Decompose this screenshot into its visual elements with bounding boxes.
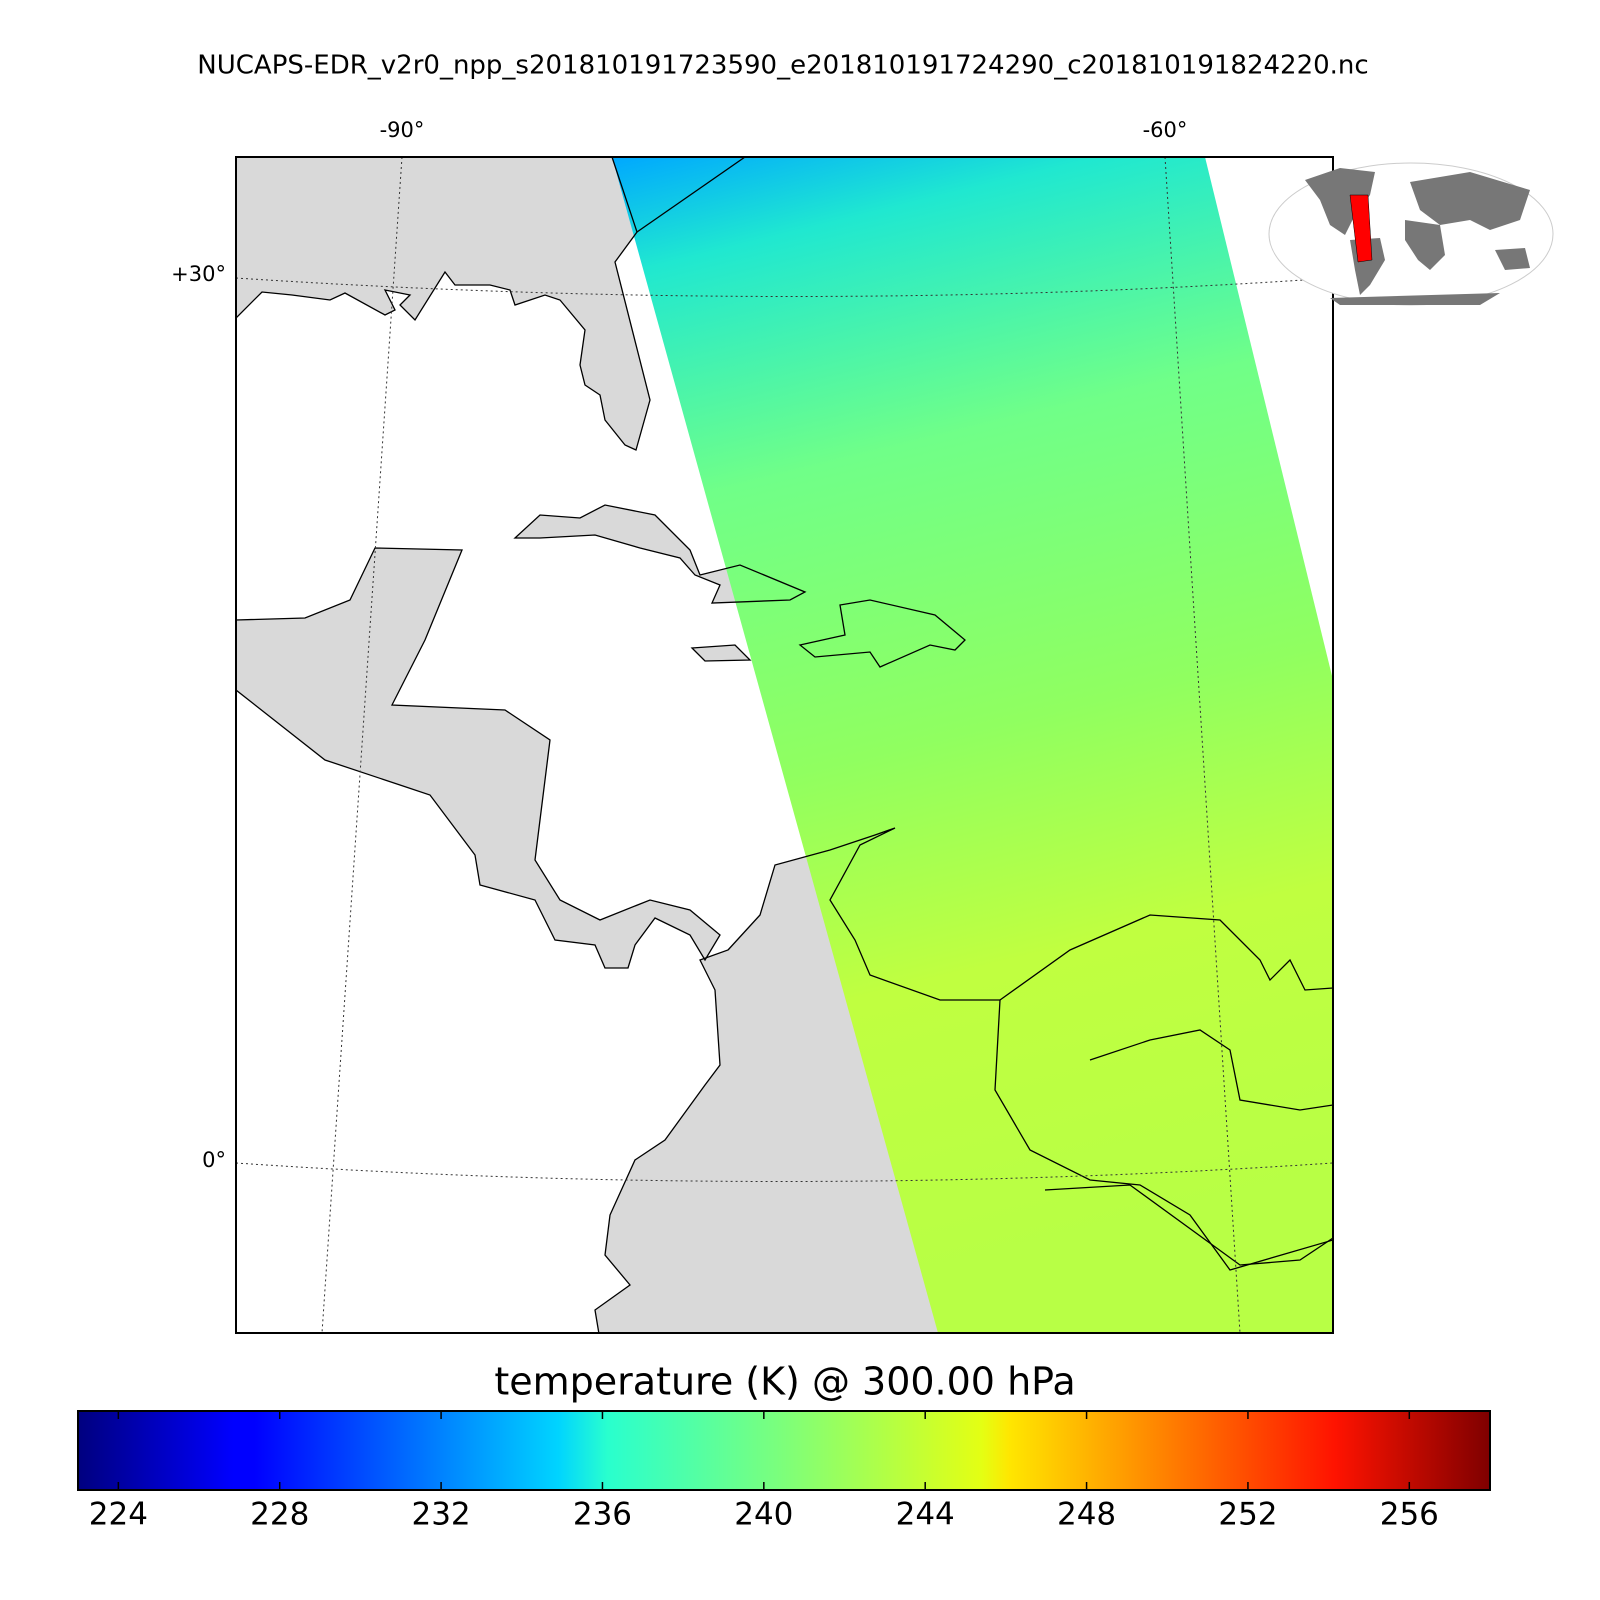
colorbar-label: temperature (K) @ 300.00 hPa	[494, 1360, 1075, 1404]
map-frame	[235, 156, 1334, 1334]
colorbar-tick-label: 244	[896, 1497, 955, 1533]
colorbar-tick-label: 240	[734, 1497, 793, 1533]
colorbar-tick-label: 256	[1380, 1497, 1439, 1533]
lon-label: -90°	[380, 118, 425, 142]
map	[236, 157, 1333, 1333]
coastlines	[236, 157, 1333, 1333]
colorbar-tick-label: 224	[89, 1497, 148, 1533]
colorbar-tick-label: 248	[1057, 1497, 1116, 1533]
title: NUCAPS-EDR_v2r0_npp_s201810191723590_e20…	[197, 51, 1368, 81]
colorbar-tick-label: 228	[250, 1497, 309, 1533]
graticule	[236, 157, 1333, 1333]
inset-globe	[1268, 162, 1554, 306]
lat-label: 0°	[202, 1148, 226, 1172]
lon-label: -60°	[1143, 118, 1188, 142]
colorbar-tick-label: 236	[573, 1497, 632, 1533]
colorbar-tick-label: 232	[411, 1497, 470, 1533]
lat-label: +30°	[171, 262, 226, 286]
colorbar	[77, 1410, 1491, 1491]
colorbar-tick-label: 252	[1218, 1497, 1277, 1533]
